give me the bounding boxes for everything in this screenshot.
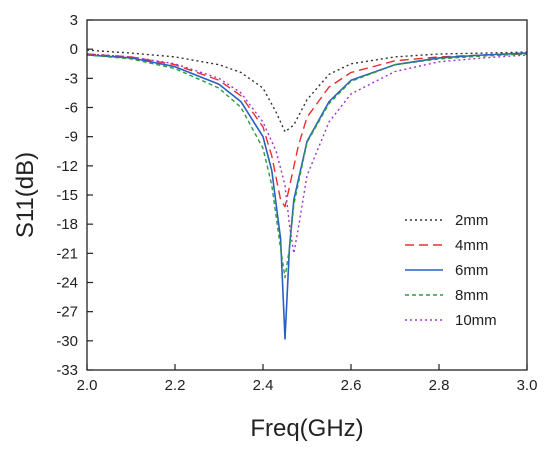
y-tick-label: -15 — [56, 187, 78, 204]
y-tick-label: -30 — [56, 333, 78, 350]
legend-label: 6mm — [455, 262, 488, 279]
y-axis: 3 0 -3 -6 -9 -12 -15 -18 -21 -24 -27 -30 -33 — [56, 12, 93, 379]
legend-label: 2mm — [455, 212, 488, 229]
x-tick-label: 2.4 — [253, 377, 274, 394]
series-layer — [87, 49, 527, 340]
y-tick-label: -18 — [56, 216, 78, 233]
legend-label: 10mm — [455, 312, 497, 329]
x-tick-label: 2.6 — [341, 377, 362, 394]
x-tick-label: 3.0 — [517, 377, 538, 394]
series-line-8mm — [87, 53, 527, 279]
x-tick-label: 2.0 — [77, 377, 98, 394]
x-axis: 2.0 2.2 2.4 2.6 2.8 3.0 — [77, 364, 538, 394]
y-tick-label: 0 — [70, 41, 78, 58]
y-tick-label: -12 — [56, 158, 78, 175]
y-tick-label: -3 — [65, 70, 78, 87]
y-tick-label: -9 — [65, 129, 78, 146]
y-tick-label: 3 — [70, 12, 78, 29]
x-tick-label: 2.2 — [165, 377, 186, 394]
y-tick-label: -24 — [56, 275, 78, 292]
legend-label: 4mm — [455, 237, 488, 254]
legend: 2mm 4mm 6mm 8mm 10mm — [405, 212, 497, 329]
x-tick-label: 2.8 — [429, 377, 450, 394]
y-tick-label: -6 — [65, 100, 78, 117]
series-line-2mm — [87, 49, 527, 133]
y-tick-label: -33 — [56, 362, 78, 379]
legend-label: 8mm — [455, 287, 488, 304]
x-axis-title: Freq(GHz) — [250, 415, 363, 442]
y-tick-label: -21 — [56, 245, 78, 262]
y-axis-title: S11(dB) — [12, 152, 39, 238]
y-tick-label: -27 — [56, 304, 78, 321]
series-line-4mm — [87, 53, 527, 208]
